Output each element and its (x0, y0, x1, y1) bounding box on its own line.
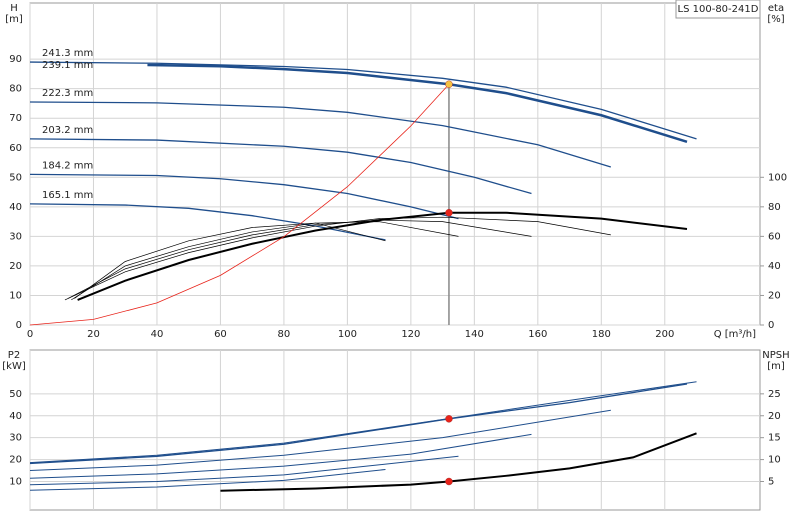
y2-tick-label: 100 (768, 172, 787, 183)
y2-axis-unit: [m] (767, 361, 785, 372)
y2-tick-label: 5 (768, 477, 774, 488)
curve (29, 409, 611, 472)
curve-label: 222.3 mm (42, 88, 93, 99)
curve (29, 468, 386, 491)
y2-tick-label: 25 (768, 389, 781, 400)
y-tick-label: 70 (9, 113, 22, 124)
curve (29, 138, 532, 195)
title-box (675, 0, 761, 19)
y2-axis-unit: [%] (767, 14, 784, 25)
x-tick-label: 120 (401, 329, 420, 340)
y-tick-label: 40 (9, 411, 22, 422)
curve (29, 173, 459, 220)
y2-tick-label: 80 (768, 202, 781, 213)
y-axis-unit: [kW] (2, 361, 26, 372)
y2-tick-label: 20 (768, 411, 781, 422)
curve (64, 216, 611, 301)
curve (29, 381, 697, 464)
chart-title: LS 100-80-241D (678, 4, 759, 15)
y2-tick-label: 60 (768, 231, 781, 242)
y-tick-label: 20 (9, 261, 22, 272)
operating-point (445, 208, 453, 217)
x-tick-label: 200 (655, 329, 674, 340)
y-tick-label: 90 (9, 54, 22, 65)
y2-axis-label: eta (768, 3, 784, 14)
y-tick-label: 60 (9, 143, 22, 154)
curve (29, 455, 459, 486)
y-tick-label: 20 (9, 455, 22, 466)
curve (29, 383, 688, 465)
x-tick-label: 100 (338, 329, 357, 340)
operating-point (445, 80, 453, 88)
curve-label: 165.1 mm (42, 190, 93, 201)
y-tick-label: 80 (9, 84, 22, 95)
x-tick-label: 20 (87, 329, 100, 340)
y-tick-label: 50 (9, 172, 22, 183)
y-tick-label: 30 (9, 433, 22, 444)
x-tick-label: 140 (465, 329, 484, 340)
x-axis-label: Q [m³/h] (714, 329, 756, 340)
curve-label: 184.2 mm (42, 160, 93, 171)
y-tick-label: 40 (9, 202, 22, 213)
operating-point (445, 415, 453, 423)
curve (71, 221, 459, 301)
curve-label: 203.2 mm (42, 125, 93, 136)
curve (147, 63, 688, 144)
y2-axis-label: NPSH (762, 350, 789, 361)
x-tick-label: 160 (528, 329, 547, 340)
curve (74, 222, 386, 299)
curve (29, 433, 532, 479)
x-tick-label: 0 (27, 329, 33, 340)
y-tick-label: 50 (9, 389, 22, 400)
curve (29, 83, 450, 326)
y2-tick-label: 40 (768, 261, 781, 272)
y2-tick-label: 20 (768, 290, 781, 301)
curve (220, 432, 697, 492)
y2-tick-label: 10 (768, 455, 781, 466)
curve (29, 101, 612, 168)
y2-tick-label: 0 (768, 320, 774, 331)
y-axis-label: P2 (8, 350, 20, 361)
x-tick-label: 60 (214, 329, 227, 340)
y-axis-unit: [m] (5, 14, 23, 25)
y-tick-label: 30 (9, 231, 22, 242)
y-axis-label: H (10, 3, 18, 14)
x-tick-label: 40 (151, 329, 164, 340)
y2-tick-label: 15 (768, 433, 781, 444)
curve (67, 219, 532, 299)
y-tick-label: 10 (9, 290, 22, 301)
x-tick-label: 180 (592, 329, 611, 340)
y-tick-label: 10 (9, 477, 22, 488)
curve (29, 61, 697, 140)
x-tick-label: 80 (278, 329, 291, 340)
operating-point (445, 477, 453, 486)
curve-label: 239.1 mm (42, 60, 93, 71)
y-tick-label: 0 (16, 320, 22, 331)
curve-label: 241.3 mm (42, 48, 93, 59)
curve (77, 211, 688, 301)
